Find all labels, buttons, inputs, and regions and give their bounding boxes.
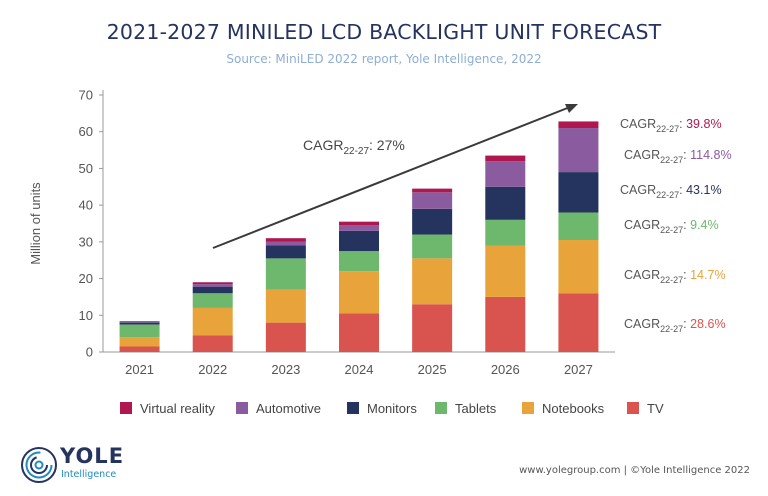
x-tick-label: 2024 <box>345 362 374 377</box>
bar-segment <box>412 192 453 209</box>
bar-segment <box>339 271 379 314</box>
bar-segment <box>265 289 306 323</box>
bar-segment <box>558 240 599 294</box>
legend-label: Monitors <box>367 401 417 416</box>
bar-segment <box>339 225 379 231</box>
bar-segment <box>119 324 160 338</box>
bar-segment <box>485 219 526 246</box>
bar-segment <box>412 258 453 305</box>
chart-title: 2021-2027 MINILED LCD BACKLIGHT UNIT FOR… <box>106 20 662 44</box>
y-tick-label: 70 <box>79 88 93 103</box>
bar-segment <box>558 121 599 129</box>
y-tick-label: 50 <box>79 161 93 176</box>
legend-label: TV <box>647 401 664 416</box>
footer-text: www.yolegroup.com | ©Yole Intelligence 2… <box>519 465 750 476</box>
cagr-label: CAGR22-27: 114.8% <box>624 148 732 165</box>
trend-arrow-head <box>565 104 578 113</box>
bar-segment <box>485 186 526 220</box>
y-axis-label: Million of units <box>28 182 43 265</box>
yole-logo: YOLE Intelligence <box>20 444 140 486</box>
bar-segment <box>265 241 306 246</box>
bar-segment <box>192 286 233 294</box>
bar-segment <box>485 245 526 297</box>
bar-segment <box>412 208 453 235</box>
logo-word: YOLE <box>60 444 125 468</box>
legend-swatch <box>236 402 248 414</box>
bar-segment <box>119 346 160 352</box>
bar-segment <box>192 284 233 287</box>
trend-cagr-label: CAGR22-27: 27% <box>303 137 405 157</box>
legend-swatch <box>120 402 132 414</box>
cagr-label: CAGR22-27: 14.7% <box>624 268 726 285</box>
bar-segment <box>339 251 379 272</box>
yole-spiral-icon <box>21 447 57 483</box>
y-tick-label: 60 <box>79 124 93 139</box>
bar-segment <box>412 304 453 352</box>
bar-segment <box>412 234 453 259</box>
bar-segment <box>339 313 379 352</box>
bar-segment <box>192 293 233 308</box>
legend-swatch <box>627 402 639 414</box>
bar-segment <box>265 245 306 259</box>
x-tick-label: 2022 <box>198 362 227 377</box>
cagr-label: CAGR22-27: 9.4% <box>624 218 719 235</box>
x-tick-label: 2025 <box>418 362 447 377</box>
bar-segment <box>119 337 160 347</box>
bar-segment <box>558 128 599 173</box>
legend-swatch <box>522 402 534 414</box>
chart-subtitle: Source: MiniLED 2022 report, Yole Intell… <box>226 52 542 66</box>
x-tick-label: 2021 <box>125 362 154 377</box>
bar-segment <box>192 335 233 352</box>
cagr-label: CAGR22-27: 43.1% <box>620 183 722 200</box>
x-tick-label: 2026 <box>491 362 520 377</box>
trend-arrow-line <box>212 106 571 249</box>
x-tick-label: 2027 <box>564 362 593 377</box>
bar-segment <box>339 230 379 252</box>
cagr-label: CAGR22-27: 39.8% <box>620 117 722 134</box>
bar-segment <box>339 221 379 226</box>
y-tick-label: 30 <box>79 234 93 249</box>
bar-segment <box>265 238 306 242</box>
bar-segment <box>192 282 233 285</box>
bar-segment <box>485 296 526 352</box>
bar-segment <box>265 322 306 352</box>
legend-label: Virtual reality <box>140 401 215 416</box>
y-tick-label: 10 <box>79 308 93 323</box>
bar-segment <box>119 321 160 322</box>
bar-segment <box>265 258 306 290</box>
bar-segment <box>412 188 453 193</box>
bar-segment <box>558 293 599 352</box>
bar-segment <box>558 172 599 213</box>
y-tick-label: 20 <box>79 271 93 286</box>
legend-label: Notebooks <box>542 401 605 416</box>
legend-label: Tablets <box>455 401 497 416</box>
bar-segment <box>558 212 599 241</box>
bar-segment <box>192 307 233 336</box>
bar-segment <box>485 155 526 162</box>
bar-segment <box>119 321 160 323</box>
y-tick-label: 40 <box>79 198 93 213</box>
bar-segment <box>485 161 526 187</box>
y-tick-label: 0 <box>86 345 93 360</box>
x-tick-label: 2023 <box>271 362 300 377</box>
legend-swatch <box>435 402 447 414</box>
bar-segment <box>119 322 160 325</box>
logo-subtitle: Intelligence <box>61 469 117 480</box>
cagr-label: CAGR22-27: 28.6% <box>624 317 726 334</box>
legend-swatch <box>347 402 359 414</box>
legend-label: Automotive <box>256 401 321 416</box>
